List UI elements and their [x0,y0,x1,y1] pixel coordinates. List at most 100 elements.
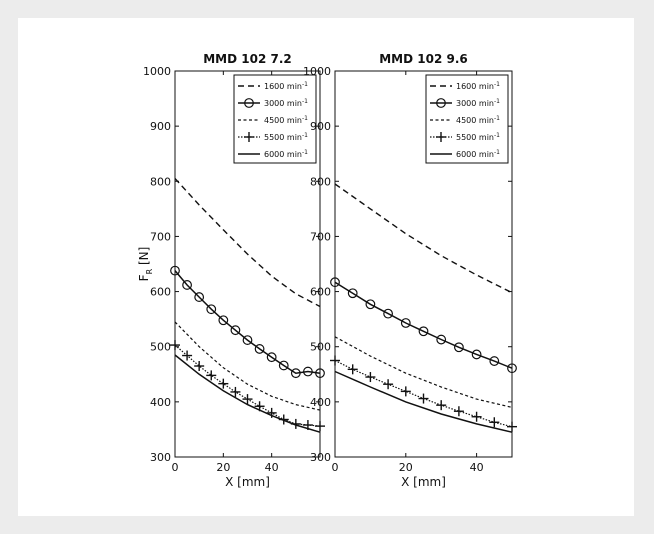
data-point-circle [418,326,429,337]
legend-box [233,74,317,164]
legend-item: 3000 min-1 [430,98,500,108]
data-point-circle [400,318,411,328]
legend-item: 4500 min-1 [238,115,308,125]
series-line [174,344,321,427]
legend-item: 6000 min-1 [430,149,500,159]
legend-label: 4500 min-1 [264,115,308,125]
series-dash-1 [174,178,321,308]
plot-frame [174,70,321,458]
y-tick-label: 600 [150,286,171,299]
x-tick-label: 0 [172,461,179,474]
figure-panel [18,18,634,516]
y-tick-label: 800 [310,175,331,188]
data-point-circle [303,366,313,377]
legend-label: 3000 min-1 [456,98,500,108]
x-axis-label: X [mm] [225,475,270,489]
data-point-circle [266,352,277,363]
series-solid-2 [170,265,325,379]
legend-label: 1600 min-1 [456,81,500,91]
y-tick-label: 500 [310,341,331,354]
data-point-circle [230,325,241,336]
series-line [334,336,513,408]
data-point-circle [507,363,517,374]
data-point-circle [436,334,447,345]
series-dot-4 [170,340,325,432]
series-solid-5 [174,354,321,433]
series-line [174,178,321,308]
data-point-circle [242,335,253,345]
plot-frame [334,70,513,458]
series-dot-4 [330,355,517,432]
legend-item: 5500 min-1 [430,132,500,142]
x-tick-label: 40 [265,461,279,474]
series-line [174,321,321,411]
legend-item: 5500 min-1 [238,132,308,142]
data-point-circle [347,288,358,299]
legend-item: 6000 min-1 [238,149,308,159]
y-tick-label: 400 [310,396,331,409]
data-point-circle [365,299,376,310]
data-point-circle [170,265,180,276]
legend-label: 5500 min-1 [264,132,308,142]
series-solid-2 [330,277,517,374]
series-line [174,354,321,433]
legend-label: 6000 min-1 [456,149,500,159]
y-tick-label: 1000 [143,65,171,78]
data-point-circle [454,342,464,353]
legend-label: 3000 min-1 [264,98,308,108]
x-tick-label: 20 [216,461,230,474]
y-tick-label: 600 [310,286,331,299]
data-point-circle [254,344,265,354]
x-tick-label: 40 [470,461,484,474]
x-tick-label: 20 [399,461,413,474]
data-point-circle [471,349,482,360]
chart-title: MMD 102 9.6 [379,52,468,66]
legend-box [425,74,509,164]
y-tick-label: 700 [150,230,171,243]
y-tick-label: 300 [150,451,171,464]
series-line [334,281,513,369]
legend-item: 3000 min-1 [238,98,308,108]
data-point-circle [436,98,446,108]
legend: 1600 min-1 3000 min-1 4500 min-1 5500 min-1… [425,74,509,164]
data-point-circle [182,280,192,290]
data-point-circle [330,277,340,288]
series-dash-1 [334,183,513,294]
chart-1: MMD 102 7.2 300 400 500 600 700 800 900 1000 0 20 4… [137,52,325,489]
y-tick-label: 300 [310,451,331,464]
series-shortdash-3 [174,321,321,411]
series-line [334,370,513,433]
data-point-circle [218,315,229,326]
legend-item: 4500 min-1 [430,115,500,125]
y-tick-label: 400 [150,396,171,409]
data-point-circle [489,356,500,366]
data-point-circle [206,304,217,315]
legend-label: 1600 min-1 [264,81,308,91]
data-point-circle [244,98,254,108]
series-line [334,183,513,294]
y-axis-label: FR [N] [137,247,154,282]
x-axis-label: X [mm] [401,475,446,489]
data-point-circle [278,360,289,371]
chart-title: MMD 102 7.2 [203,52,292,66]
chart-2: MMD 102 9.6 300 400 500 600 700 800 900 1000 0 20 4… [303,52,517,489]
y-tick-label: 1000 [303,65,331,78]
x-tick-label: 0 [332,461,339,474]
legend-label: 6000 min-1 [264,149,308,159]
legend-item: 1600 min-1 [430,81,500,91]
y-tick-label: 900 [150,120,171,133]
legend-label: 5500 min-1 [456,132,500,142]
y-tick-label: 700 [310,230,331,243]
series-line [174,270,321,374]
data-point-circle [315,368,325,379]
data-point-circle [194,292,205,302]
series-solid-5 [334,370,513,433]
legend: 1600 min-1 3000 min-1 4500 min-1 5500 min-1… [233,74,317,164]
y-tick-label: 900 [310,120,331,133]
legend-item: 1600 min-1 [238,81,308,91]
legend-label: 4500 min-1 [456,115,500,125]
data-point-circle [383,308,394,319]
y-tick-label: 500 [150,341,171,354]
series-shortdash-3 [334,336,513,408]
